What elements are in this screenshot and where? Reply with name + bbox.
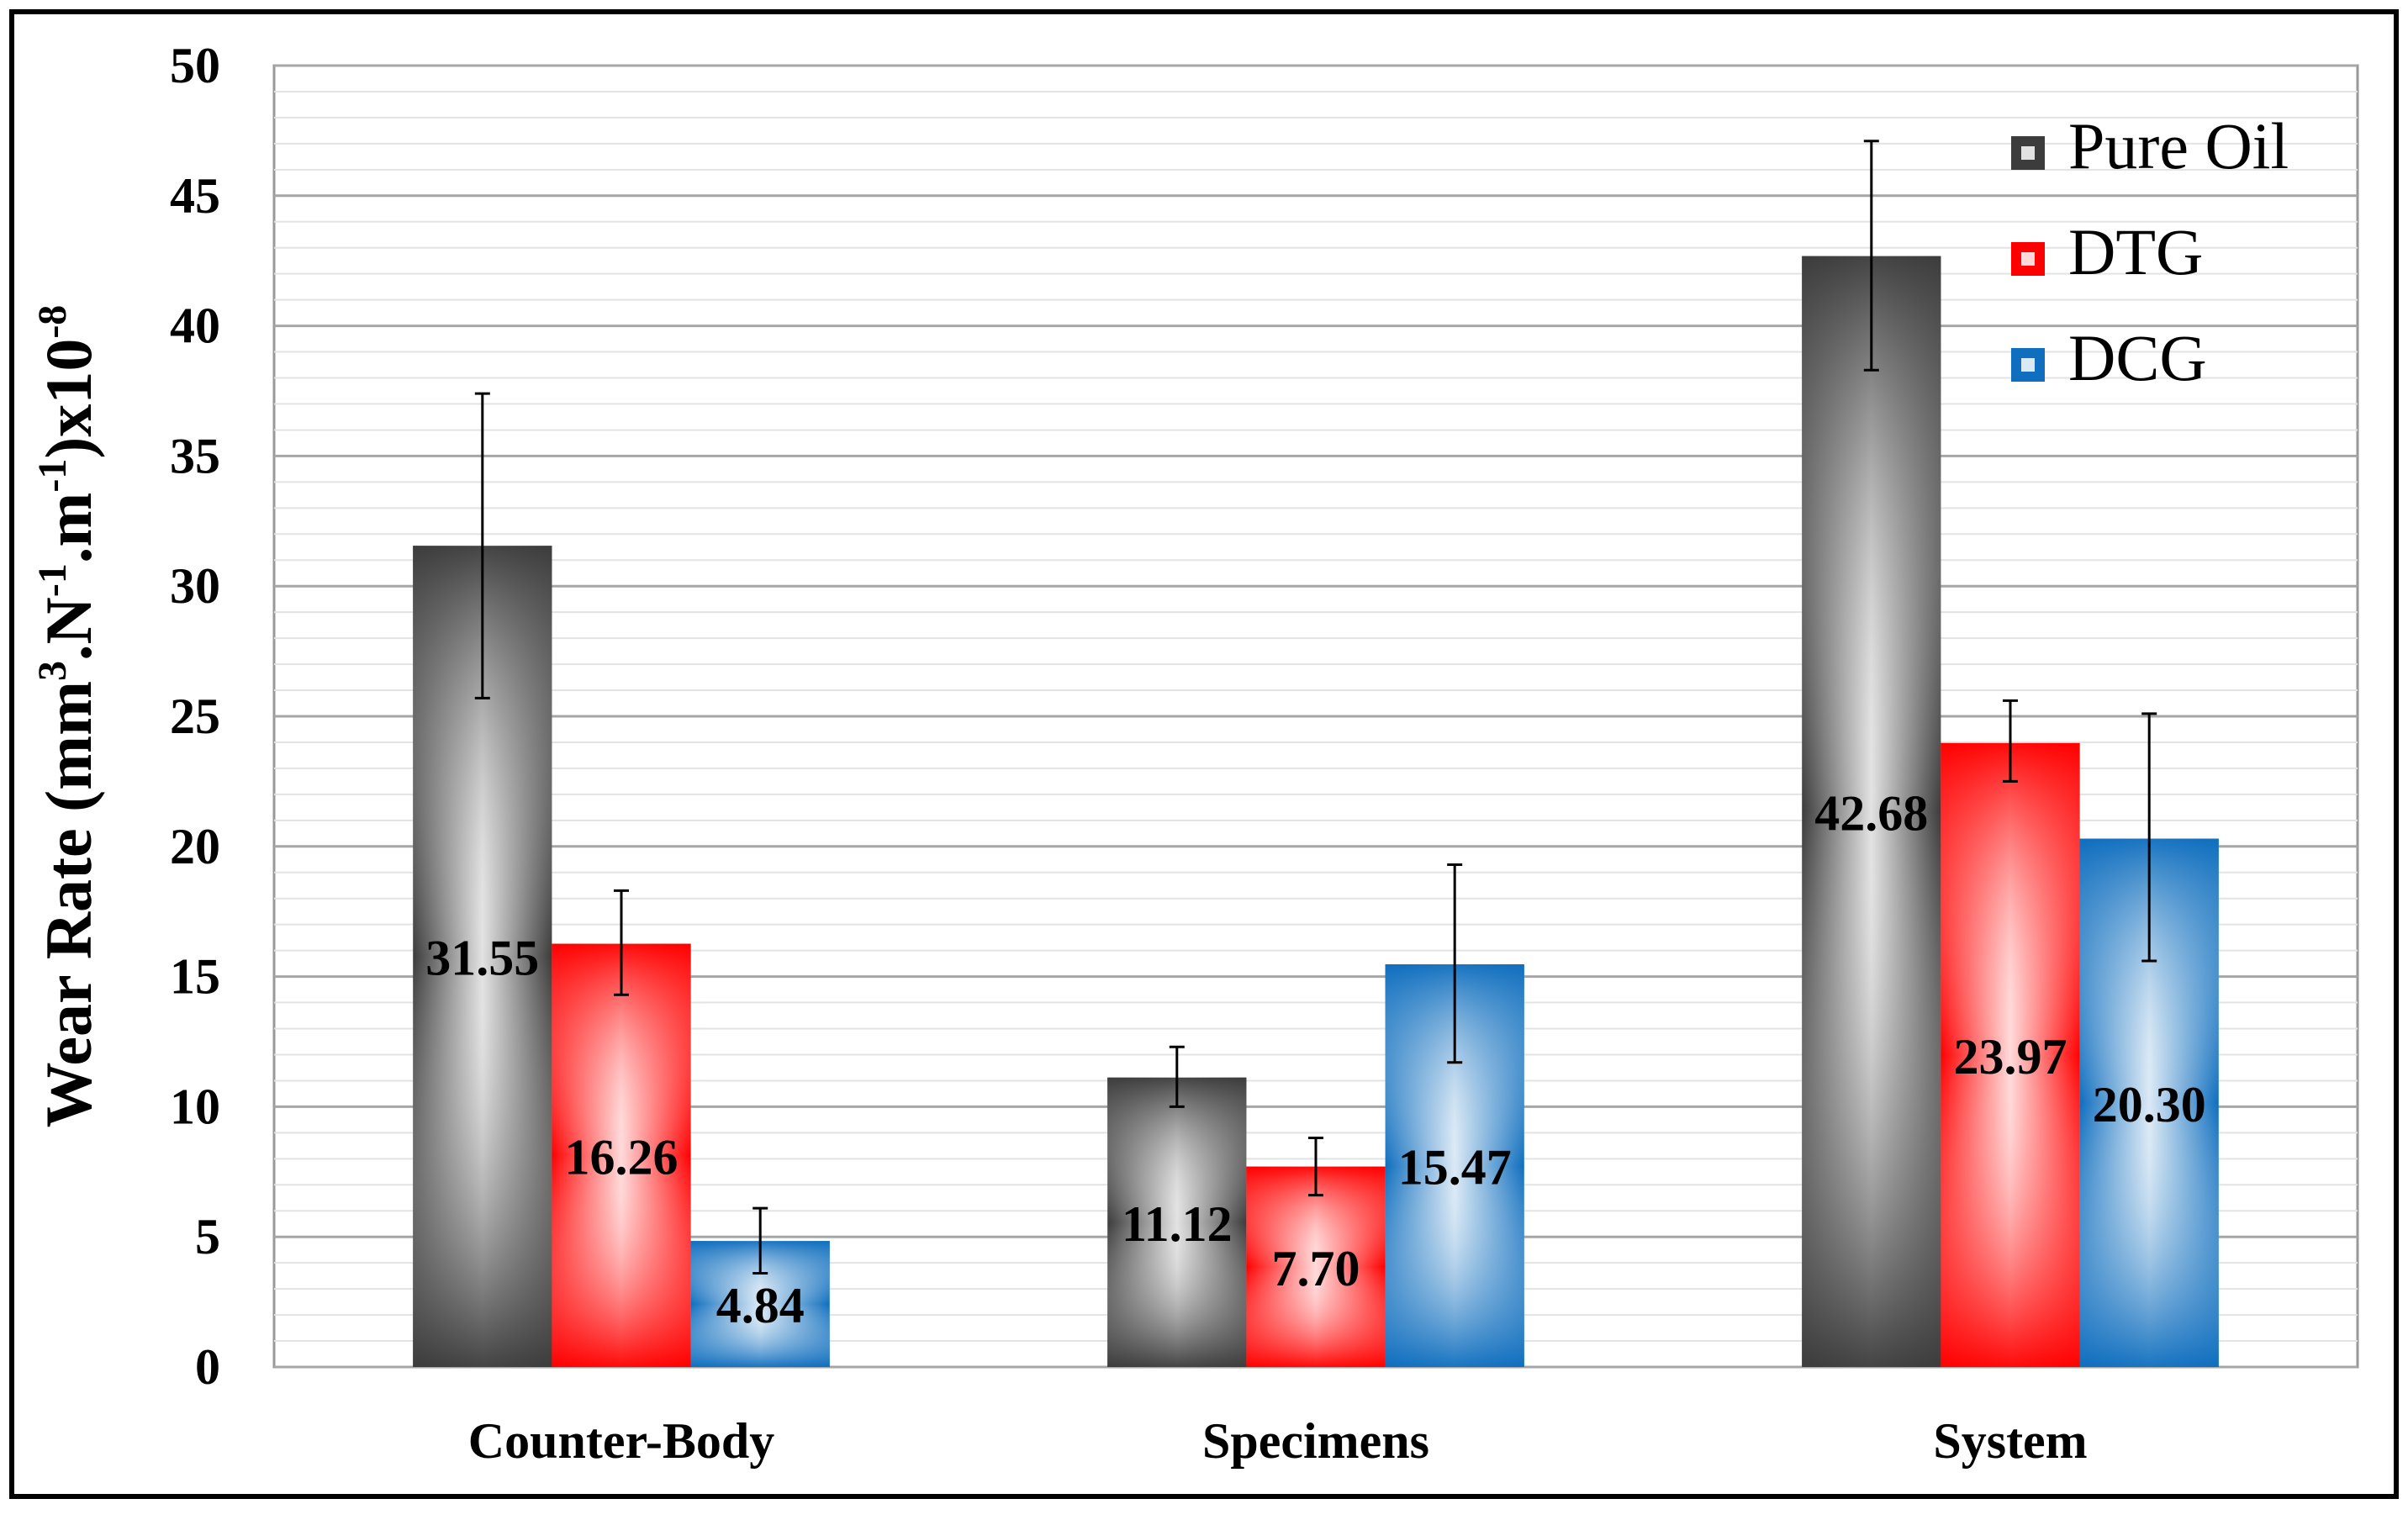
y-axis-label-sup2: -1: [30, 563, 75, 597]
data-label: 7.70: [1272, 1241, 1360, 1296]
x-axis-ticks: Counter-Body Specimens System: [468, 1413, 2088, 1469]
y-tick-label: 40: [170, 298, 220, 354]
legend-swatch-highlight: [2021, 358, 2035, 372]
y-tick-label: 45: [170, 168, 220, 224]
legend-label: DTG: [2068, 215, 2203, 288]
y-axis-ticks: 0 5 10 15 20 25 30 35 40 45 50: [170, 38, 220, 1395]
x-tick-label: Specimens: [1202, 1413, 1429, 1469]
data-label: 20.30: [2093, 1077, 2206, 1132]
y-axis-label-mid2: .m: [32, 493, 105, 563]
data-label: 11.12: [1122, 1196, 1233, 1252]
legend: Pure Oil DTG DCG: [2011, 109, 2289, 394]
y-tick-label: 10: [170, 1079, 220, 1134]
legend-label: Pure Oil: [2068, 109, 2289, 182]
y-axis-label-mid3: )x10: [32, 339, 105, 459]
y-axis-label-sup4: -8: [30, 305, 75, 339]
data-label: 16.26: [565, 1129, 679, 1185]
y-axis-label-sup3: -1: [30, 459, 75, 493]
legend-label: DCG: [2068, 321, 2207, 394]
y-axis-label-prefix: Wear Rate (mm: [32, 681, 105, 1127]
bar-shading: [552, 943, 691, 1367]
bar-shading: [1246, 1166, 1386, 1367]
y-tick-label: 50: [170, 38, 220, 93]
y-axis-label-mid1: .N: [32, 597, 105, 661]
bars-group: [413, 256, 2219, 1367]
data-label: 42.68: [1814, 785, 1928, 841]
bar-shading: [1802, 256, 1941, 1367]
data-label: 23.97: [1954, 1029, 2067, 1085]
bar-shading: [1107, 1077, 1247, 1367]
y-tick-label: 35: [170, 428, 220, 483]
bar-shading: [1941, 742, 2080, 1367]
value-labels-group: 31.55 16.26 4.84 11.12 7.70 15.47 42.68 23.97 20…: [425, 785, 2205, 1333]
x-tick-label: System: [1933, 1413, 2087, 1469]
y-tick-label: 30: [170, 558, 220, 614]
y-tick-label: 25: [170, 689, 220, 744]
y-axis-label-sup1: 3: [30, 661, 75, 681]
y-tick-label: 0: [195, 1339, 220, 1395]
data-label: 31.55: [425, 931, 539, 986]
y-tick-label: 15: [170, 949, 220, 1005]
data-label: 15.47: [1398, 1140, 1512, 1195]
legend-swatch-highlight: [2021, 146, 2035, 160]
y-axis-label: Wear Rate (mm3.N-1.m-1)x10-8: [30, 305, 105, 1128]
x-tick-label: Counter-Body: [468, 1413, 774, 1469]
legend-swatch-highlight: [2021, 252, 2035, 266]
error-bars-group: [474, 140, 2157, 1275]
data-label: 4.84: [716, 1278, 805, 1333]
y-tick-label: 5: [195, 1209, 220, 1264]
y-tick-label: 20: [170, 819, 220, 874]
